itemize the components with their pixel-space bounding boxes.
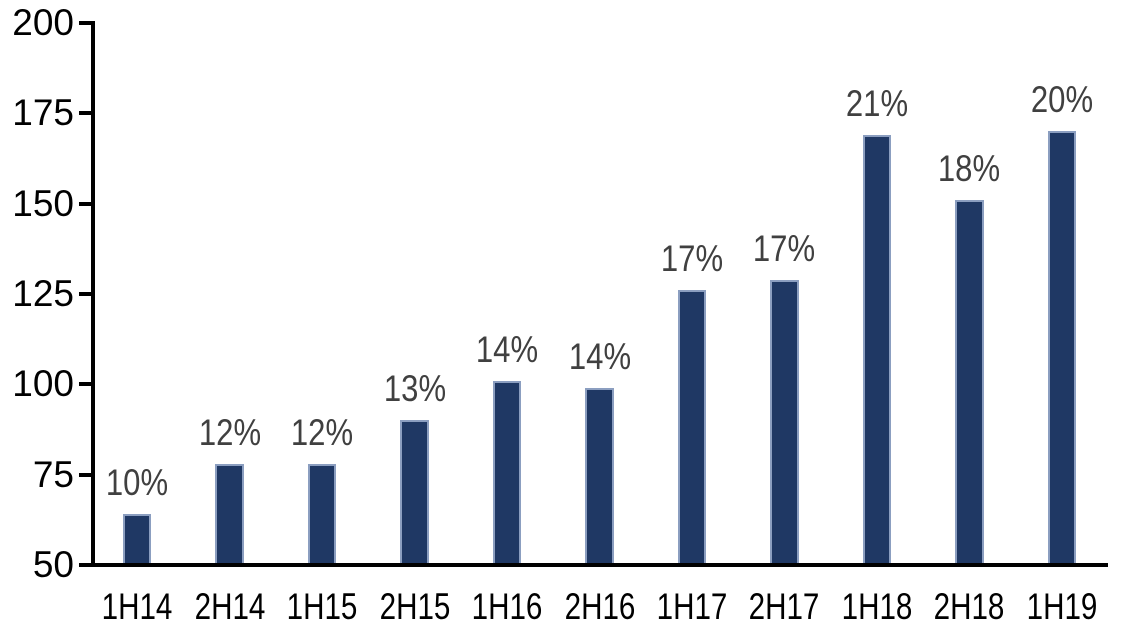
bar-value-label: 21% <box>845 83 908 124</box>
x-tick-label: 1H16 <box>471 586 543 627</box>
x-tick-label: 1H17 <box>656 586 728 627</box>
y-tick-label: 125 <box>12 273 74 314</box>
bar-1H14 <box>122 514 152 567</box>
x-tick-label: 1H15 <box>286 586 358 627</box>
bar-1H15 <box>307 463 337 567</box>
y-tick-label: 100 <box>12 363 74 405</box>
bar-2H17 <box>770 279 799 567</box>
bar-1H16 <box>492 380 522 567</box>
bar-value-label: 20% <box>1030 79 1093 121</box>
x-axis-line <box>91 563 1108 567</box>
bar-2H14 <box>215 463 244 567</box>
bar-value-label: 17% <box>660 238 724 280</box>
y-tick-mark <box>79 111 91 116</box>
y-tick-label: 75 <box>32 453 74 495</box>
bar-value-label: 18% <box>938 148 1001 190</box>
y-tick-label: 175 <box>12 92 74 134</box>
bar-1H17 <box>677 290 707 567</box>
y-tick-mark <box>79 563 91 567</box>
y-tick-mark <box>79 201 91 206</box>
bar-value-label: 17% <box>753 227 816 269</box>
x-tick-label: 2H16 <box>564 586 635 627</box>
x-tick-label: 1H18 <box>841 586 913 627</box>
bar-2H18 <box>955 200 984 567</box>
y-tick-mark <box>79 21 91 25</box>
bar-value-label: 12% <box>291 411 354 453</box>
x-tick-label: 2H17 <box>749 586 820 627</box>
y-axis-line <box>91 21 95 567</box>
x-tick-label: 2H18 <box>933 586 1005 627</box>
bar-1H19 <box>1047 131 1077 567</box>
bar-value-label: 14% <box>475 328 539 370</box>
y-tick-label: 50 <box>32 544 74 585</box>
bar-1H18 <box>862 135 892 567</box>
x-tick-label: 2H14 <box>194 586 266 627</box>
bar-2H16 <box>585 387 614 567</box>
bar-value-label: 12% <box>198 411 261 453</box>
bar-value-label: 13% <box>383 368 446 410</box>
x-tick-label: 1H19 <box>1026 586 1098 627</box>
y-tick-mark <box>79 472 91 477</box>
y-tick-mark <box>79 292 91 296</box>
x-tick-label: 2H15 <box>379 586 450 627</box>
bar-value-label: 14% <box>568 335 631 377</box>
y-tick-mark <box>79 382 91 387</box>
bar-2H15 <box>400 420 429 567</box>
x-tick-label: 1H14 <box>101 586 173 627</box>
y-tick-label: 200 <box>12 2 74 43</box>
y-tick-label: 150 <box>12 182 74 224</box>
bar-value-label: 10% <box>106 462 169 504</box>
